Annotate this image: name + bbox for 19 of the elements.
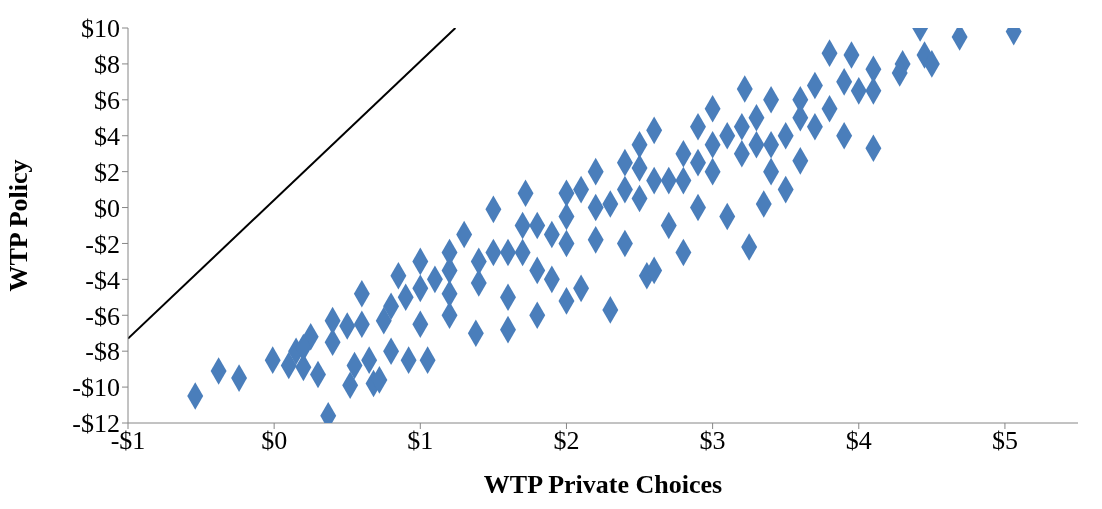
y-tick-label: -$2 (85, 229, 120, 259)
y-tick-label: $8 (94, 50, 120, 80)
y-tick-label: $6 (94, 86, 120, 116)
y-tick-label: -$10 (72, 373, 120, 403)
y-axis-title: WTP Policy (4, 159, 34, 292)
x-tick-label: $5 (991, 426, 1018, 456)
y-tick-label: $10 (81, 14, 120, 44)
x-tick-label: $2 (553, 426, 580, 456)
x-tick-label: $3 (699, 426, 726, 456)
y-tick-label: -$6 (85, 301, 120, 331)
x-axis-title: WTP Private Choices (483, 470, 723, 499)
y-tick-label: $4 (94, 121, 120, 151)
x-tick-label: $1 (407, 426, 434, 456)
y-tick-label: -$8 (85, 337, 120, 367)
y-tick-label: $0 (94, 193, 120, 223)
x-tick-label: $4 (845, 426, 872, 456)
y-tick-label: -$4 (85, 265, 120, 295)
x-tick-label: $0 (261, 426, 288, 456)
y-tick-label: $2 (94, 157, 120, 187)
